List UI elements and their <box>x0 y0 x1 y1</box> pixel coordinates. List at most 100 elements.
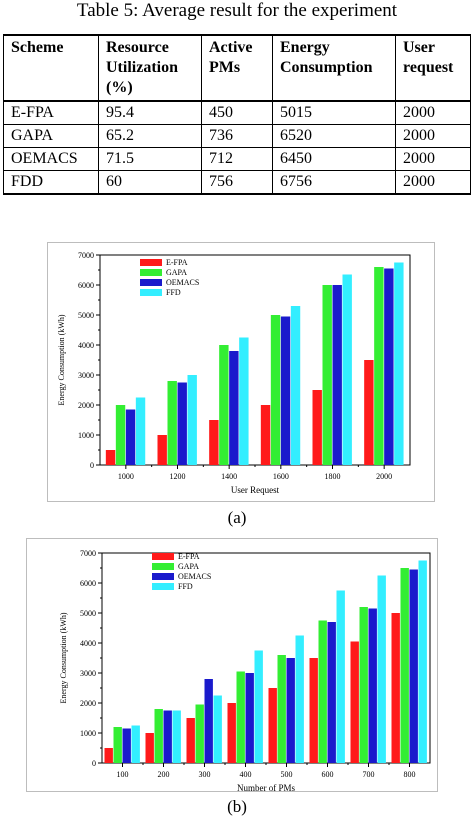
table-cell: 6520 <box>272 124 396 148</box>
legend-label: FFD <box>178 582 193 591</box>
legend-label: GAPA <box>166 268 187 277</box>
bar <box>122 728 131 763</box>
bar <box>229 351 239 465</box>
bar <box>364 360 374 465</box>
bar <box>163 710 172 763</box>
bar <box>172 710 181 763</box>
chart-b: 100 200 300 400 500 600 700 800 0 1000 2000 3000 400… <box>59 549 431 791</box>
x-tick-label: 1200 <box>170 472 186 481</box>
bar <box>204 679 213 763</box>
table-cell: 756 <box>201 170 273 195</box>
legend-label: FFD <box>166 288 181 297</box>
table-cell: 2000 <box>395 100 471 125</box>
table-cell: 2000 <box>395 124 471 148</box>
legend-label: E-FPA <box>178 552 200 561</box>
bar <box>135 397 146 465</box>
legend-swatch <box>140 259 162 266</box>
y-axis-label: Energy Consumption (kWh) <box>59 612 68 703</box>
table-cell: 5015 <box>272 100 396 125</box>
table-cell: 6450 <box>272 147 396 171</box>
chart-a: 1000 1200 1400 1600 1800 2000 0 1000 2000 3000 400… <box>57 251 411 495</box>
bar <box>115 405 126 465</box>
table-cell: GAPA <box>3 124 99 148</box>
header-energy-consumption: Energy Consumption <box>272 34 396 102</box>
y-tick-label: 3000 <box>78 371 94 380</box>
bar <box>104 748 113 763</box>
x-tick-label: 2000 <box>376 472 392 481</box>
table-cell: 2000 <box>395 170 471 195</box>
bar <box>418 560 427 763</box>
bar <box>374 267 384 465</box>
x-tick-label: 800 <box>404 770 416 779</box>
header-scheme: Scheme <box>3 34 99 102</box>
bar <box>268 688 277 763</box>
legend-label: GAPA <box>178 562 199 571</box>
bar <box>322 285 332 465</box>
y-tick-label: 3000 <box>80 669 96 678</box>
bar <box>309 658 318 763</box>
bar <box>280 316 291 465</box>
bar <box>312 390 322 465</box>
bar <box>286 658 295 763</box>
y-axis-label: Energy Consumption (kWh) <box>57 314 66 405</box>
plot-frame <box>99 254 411 466</box>
legend-swatch <box>152 553 174 560</box>
x-tick-label: 700 <box>363 770 375 779</box>
bar <box>213 695 222 763</box>
bar <box>145 733 154 763</box>
x-axis-label: Number of PMs <box>237 783 295 791</box>
bar <box>368 608 377 763</box>
bar <box>384 268 394 465</box>
bar <box>245 673 254 763</box>
table-header-row: Scheme Resource Utilization (%) Active P… <box>3 34 471 102</box>
bar <box>394 262 404 465</box>
legend-swatch <box>140 269 162 276</box>
x-tick-label: 1000 <box>118 472 134 481</box>
x-tick-label: 100 <box>117 770 129 779</box>
y-tick-label: 2000 <box>80 699 96 708</box>
table-cell: 712 <box>201 147 273 171</box>
bar <box>236 671 245 763</box>
y-tick-label: 1000 <box>80 729 96 738</box>
bar <box>400 568 409 763</box>
x-tick-label: 1600 <box>273 472 289 481</box>
y-tick-label: 5000 <box>78 311 94 320</box>
table-cell: 2000 <box>395 147 471 171</box>
table-row: FDD 60 756 6756 2000 <box>3 170 471 195</box>
bar <box>295 635 304 763</box>
figure-a: 1000 1200 1400 1600 1800 2000 0 1000 2000 3000 400… <box>47 242 435 502</box>
legend-swatch <box>140 289 162 296</box>
bar <box>125 409 136 465</box>
bar <box>239 337 249 465</box>
x-axis-label: User Request <box>231 485 280 495</box>
bar <box>350 641 359 763</box>
results-table: Scheme Resource Utilization (%) Active P… <box>3 34 471 195</box>
bar <box>332 285 342 465</box>
bar <box>277 655 286 763</box>
legend-swatch <box>152 573 174 580</box>
y-tick-label: 4000 <box>80 639 96 648</box>
bar <box>227 703 236 763</box>
y-tick-label: 6000 <box>80 579 96 588</box>
table-caption: Table 5: Average result for the experime… <box>76 0 398 21</box>
bar <box>131 725 140 763</box>
bar <box>342 274 352 465</box>
legend-label: OEMACS <box>178 572 211 581</box>
y-tick-label: 0 <box>90 461 94 470</box>
y-tick-label: 7000 <box>78 251 94 260</box>
header-resource-utilization: Resource Utilization (%) <box>98 34 202 102</box>
bar <box>195 704 204 763</box>
subcaption-a: (a) <box>227 508 247 527</box>
header-user-request: User request <box>395 34 471 102</box>
bar <box>157 435 167 465</box>
table-cell: 450 <box>201 100 273 125</box>
bar <box>359 607 368 763</box>
legend-swatch <box>140 279 162 286</box>
bar <box>327 622 336 763</box>
table-cell: FDD <box>3 170 99 195</box>
bar <box>409 569 418 763</box>
legend-label: OEMACS <box>166 278 199 287</box>
bar <box>105 450 116 465</box>
y-tick-label: 7000 <box>80 549 96 558</box>
y-tick-label: 0 <box>92 759 96 768</box>
